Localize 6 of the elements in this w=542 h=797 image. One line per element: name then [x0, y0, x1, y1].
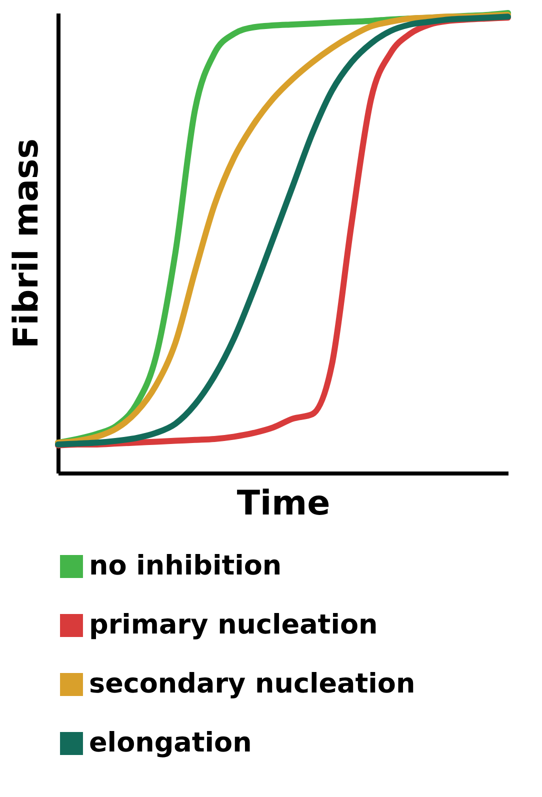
x-axis-title: Time [236, 484, 330, 524]
legend-label: secondary nucleation [89, 668, 416, 700]
legend-label: primary nucleation [89, 610, 378, 640]
legend-label: no inhibition [89, 550, 282, 582]
legend-label: elongation [89, 728, 252, 758]
y-axis-title: Fibril mass [6, 138, 46, 348]
